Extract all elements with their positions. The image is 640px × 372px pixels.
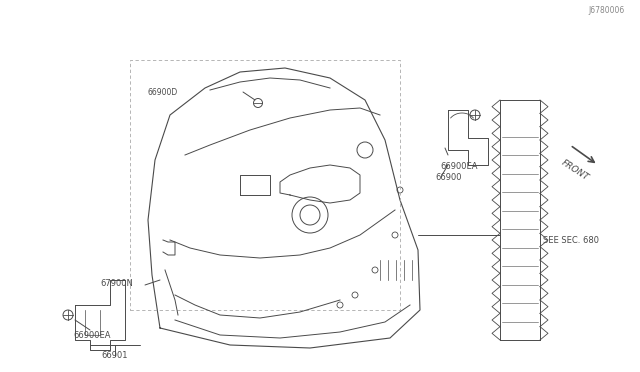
Text: SEE SEC. 680: SEE SEC. 680 [543, 235, 599, 244]
Text: 66900D: 66900D [148, 87, 178, 96]
Text: 66900EA: 66900EA [440, 162, 477, 171]
Text: 66900EA: 66900EA [73, 330, 111, 340]
Text: 66900: 66900 [435, 173, 461, 182]
Text: 67900N: 67900N [100, 279, 133, 288]
Text: 66901: 66901 [102, 351, 128, 360]
Text: FRONT: FRONT [560, 158, 591, 182]
Text: J6780006: J6780006 [589, 6, 625, 15]
